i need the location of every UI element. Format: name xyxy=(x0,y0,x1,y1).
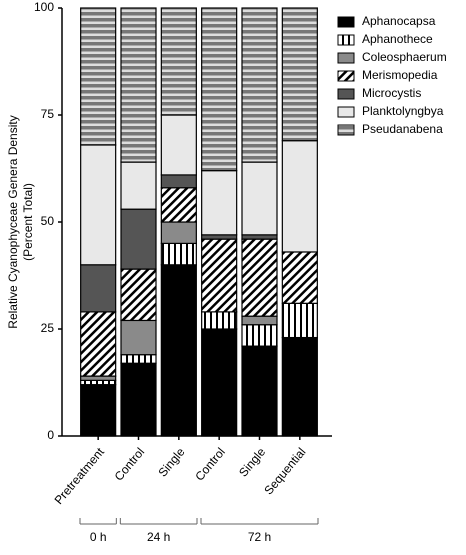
legend-swatch xyxy=(337,124,355,136)
bar-segment xyxy=(241,238,278,317)
bar-segment xyxy=(80,311,117,377)
bar-segment xyxy=(281,251,318,304)
legend-label: Aphanothece xyxy=(362,32,433,46)
legend-label: Aphanocapsa xyxy=(362,14,436,28)
y-tick-label: 50 xyxy=(41,214,55,228)
legend-label: Pseudanabena xyxy=(362,122,443,136)
bar-segment xyxy=(281,7,318,142)
bar-segment xyxy=(80,144,117,266)
bar-segment xyxy=(201,238,238,313)
bar-segment xyxy=(120,268,157,322)
bar-segment xyxy=(120,161,157,210)
x-tick-label: Single xyxy=(236,445,268,480)
bar-segment xyxy=(120,208,157,270)
bar-segment xyxy=(120,362,157,437)
group-label: 24 h xyxy=(147,530,170,544)
bar-segment xyxy=(120,7,157,163)
legend-label: Coleosphaerum xyxy=(362,50,447,64)
bar-segment xyxy=(80,264,117,313)
x-tick-label: Control xyxy=(112,445,148,484)
y-tick-label: 75 xyxy=(41,107,55,121)
bar-segment xyxy=(160,187,197,223)
legend-swatch xyxy=(337,106,355,118)
bar-segment xyxy=(201,234,238,240)
bar-segment xyxy=(160,7,197,116)
y-axis-label: Relative Cyanophyceae Genera Density xyxy=(6,115,20,328)
bar-segment xyxy=(80,7,117,146)
group-label: 72 h xyxy=(248,530,271,544)
bar-segment xyxy=(241,7,278,163)
x-tick-label: Control xyxy=(192,445,228,484)
bar-segment xyxy=(241,345,278,437)
y-tick-label: 100 xyxy=(34,0,54,14)
y-axis-label: (Percent Total) xyxy=(21,183,35,261)
bar-segment xyxy=(160,264,197,437)
legend-swatch xyxy=(337,70,355,82)
bar-segment xyxy=(281,302,318,339)
y-tick-label: 0 xyxy=(47,428,54,442)
bar-segment xyxy=(160,174,197,189)
bar-segment xyxy=(160,114,197,176)
bar-segment xyxy=(241,161,278,236)
bar-segment xyxy=(281,140,318,253)
x-tick-label: Single xyxy=(155,445,187,480)
bar-segment xyxy=(241,234,278,240)
bar-segment xyxy=(120,319,157,356)
bar-segment xyxy=(160,221,197,244)
legend-swatch xyxy=(337,52,355,64)
legend-label: Microcystis xyxy=(362,86,421,100)
bar-segment xyxy=(201,311,238,330)
legend-label: Merismopedia xyxy=(362,68,438,82)
bar-segment xyxy=(241,315,278,326)
bar-segment xyxy=(160,242,197,266)
bar-segment xyxy=(120,354,157,364)
bar-segment xyxy=(241,324,278,347)
legend-swatch xyxy=(337,16,355,28)
legend-swatch xyxy=(337,88,355,100)
bar-segment xyxy=(201,170,238,236)
bar-segment xyxy=(201,328,238,437)
x-tick-label: Pretreatment xyxy=(52,444,108,507)
group-label: 0 h xyxy=(90,530,107,544)
bar-segment xyxy=(80,379,117,386)
y-tick-label: 25 xyxy=(41,321,55,335)
bar-segment xyxy=(80,384,117,437)
legend-label: Planktolyngbya xyxy=(362,104,444,118)
bar-segment xyxy=(281,336,318,437)
legend-swatch xyxy=(337,34,355,46)
x-tick-label: Sequential xyxy=(261,445,308,497)
bar-segment xyxy=(80,375,117,381)
bar-segment xyxy=(201,7,238,172)
